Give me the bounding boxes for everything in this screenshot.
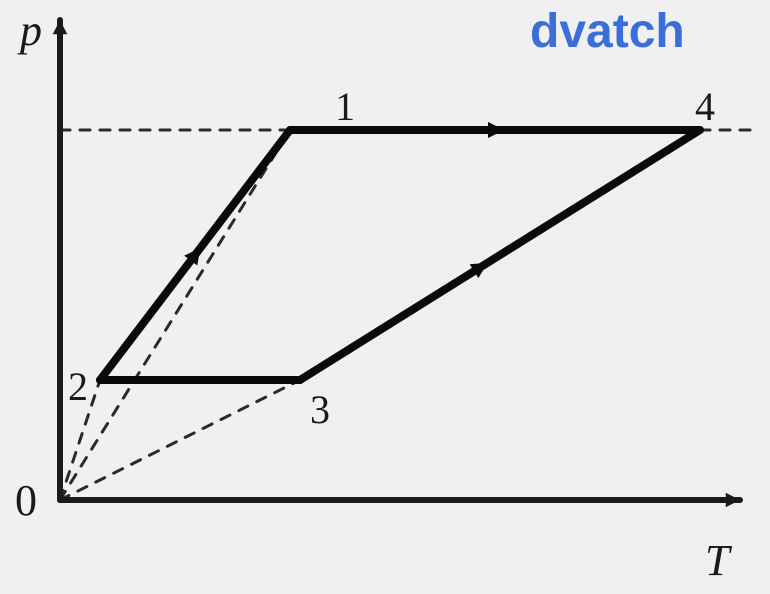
point-label-1: 1 xyxy=(335,83,355,130)
y-axis-label: p xyxy=(20,5,42,56)
point-label-3: 3 xyxy=(310,386,330,433)
point-label-4: 4 xyxy=(695,83,715,130)
watermark-text: dvatch xyxy=(530,4,685,59)
pT-diagram xyxy=(0,0,770,594)
point-label-2: 2 xyxy=(68,363,88,410)
x-axis-label: T xyxy=(705,535,729,586)
axes xyxy=(53,20,740,507)
cycle-path xyxy=(100,122,700,380)
origin-label: 0 xyxy=(15,475,37,526)
